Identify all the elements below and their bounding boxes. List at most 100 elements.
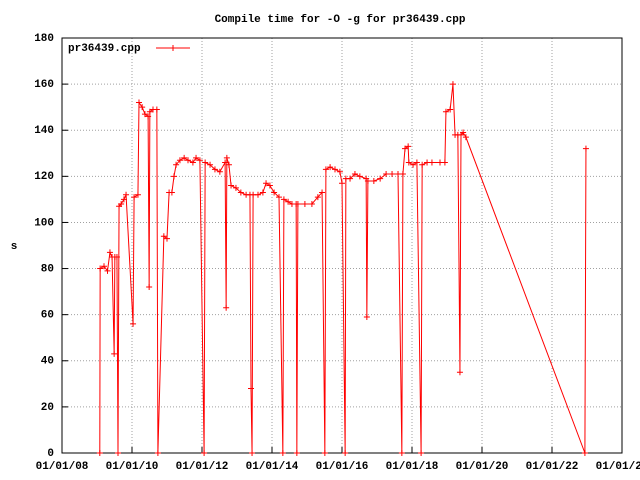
point — [106, 249, 113, 256]
x-tick-label: 01/01/10 — [106, 461, 159, 473]
point — [279, 450, 286, 456]
point — [232, 184, 239, 191]
point — [160, 233, 167, 240]
point — [449, 81, 456, 88]
point — [259, 189, 266, 196]
point — [202, 159, 209, 166]
plot-border — [61, 37, 623, 454]
y-tick-label: 100 — [34, 217, 54, 229]
x-tick-label: 01/01/24 — [596, 461, 640, 473]
point — [399, 171, 406, 178]
point — [410, 161, 417, 168]
point — [276, 194, 282, 201]
point — [441, 159, 448, 166]
point — [322, 166, 329, 173]
point — [255, 191, 261, 198]
point — [383, 171, 390, 178]
x-tick-label: 01/01/18 — [386, 461, 439, 473]
point — [582, 145, 589, 152]
point — [285, 198, 292, 205]
point — [139, 104, 146, 111]
point — [347, 175, 354, 182]
point — [146, 284, 153, 290]
series-line — [99, 84, 587, 454]
point — [581, 450, 588, 456]
y-tick-label: 120 — [34, 171, 54, 183]
point — [308, 201, 315, 207]
point — [223, 304, 230, 311]
point — [249, 450, 256, 456]
point — [176, 157, 183, 164]
x-tick-label: 01/01/12 — [176, 461, 229, 473]
point — [134, 191, 141, 198]
point — [145, 113, 152, 120]
point — [228, 182, 235, 189]
point — [271, 189, 278, 196]
point — [356, 173, 363, 180]
point — [462, 134, 469, 141]
point — [216, 168, 223, 175]
point — [447, 106, 454, 113]
x-tick-label: 01/01/14 — [246, 461, 299, 473]
point — [321, 450, 328, 456]
point — [363, 313, 370, 320]
point — [196, 157, 203, 164]
point — [146, 108, 153, 115]
point — [405, 159, 412, 166]
point — [339, 180, 345, 187]
point — [222, 159, 229, 166]
x-tick-label: 01/01/16 — [316, 461, 369, 473]
point — [364, 177, 371, 184]
point — [389, 171, 396, 178]
x-tick-label: 01/01/08 — [36, 461, 89, 473]
point — [248, 385, 254, 392]
y-tick-label: 80 — [41, 263, 54, 275]
point — [123, 191, 130, 198]
point — [293, 450, 300, 456]
point — [185, 157, 191, 164]
y-tick-label: 140 — [34, 125, 54, 137]
point — [405, 143, 412, 150]
point — [130, 320, 137, 327]
point — [97, 265, 104, 272]
point — [398, 450, 405, 456]
point — [280, 196, 287, 203]
point — [207, 161, 214, 168]
point — [225, 161, 232, 168]
point — [168, 189, 175, 196]
point — [113, 254, 120, 261]
point — [141, 111, 148, 118]
legend-label: pr36439.cpp — [68, 43, 141, 55]
y-tick-label: 180 — [34, 33, 54, 45]
point — [96, 450, 103, 456]
point — [201, 450, 208, 456]
y-axis-label: s — [11, 241, 18, 253]
point — [153, 106, 160, 113]
point — [266, 182, 273, 189]
point — [171, 173, 177, 180]
point — [377, 175, 384, 182]
point — [118, 201, 125, 207]
point — [120, 196, 127, 203]
x-tick-label: 01/01/22 — [526, 461, 579, 473]
point — [189, 159, 196, 166]
y-tick-label: 60 — [41, 310, 54, 322]
point — [173, 161, 180, 168]
point — [402, 145, 408, 152]
y-tick-label: 0 — [47, 448, 54, 460]
chart-title: Compile time for -O -g for pr36439.cpp — [215, 14, 466, 26]
point — [319, 189, 326, 196]
point — [263, 180, 270, 187]
point — [181, 154, 188, 161]
point — [342, 450, 349, 456]
y-tick-label: 20 — [41, 402, 54, 414]
x-tick-label: 01/01/20 — [456, 461, 509, 473]
point — [428, 159, 435, 166]
point — [136, 99, 142, 106]
point — [332, 166, 338, 173]
point — [327, 164, 334, 171]
point — [115, 450, 121, 456]
point — [211, 166, 218, 173]
point — [154, 450, 161, 456]
